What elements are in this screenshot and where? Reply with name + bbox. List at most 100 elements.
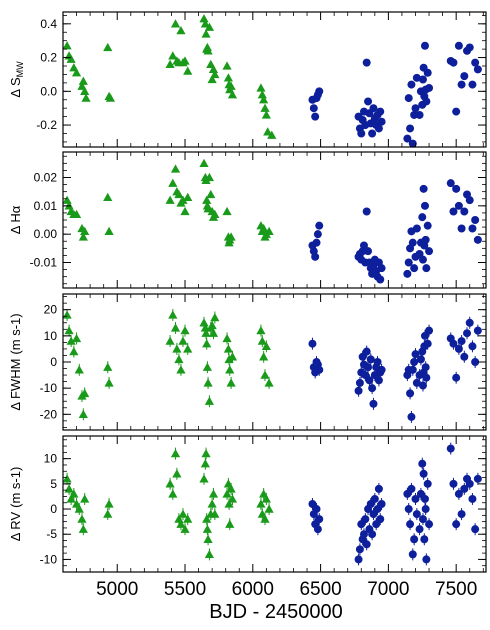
data-point-circle <box>446 179 455 188</box>
data-point-triangle <box>203 378 213 387</box>
data-point-circle <box>365 376 374 385</box>
data-point-triangle <box>66 336 76 345</box>
data-point-triangle <box>210 209 220 219</box>
data-point-circle <box>377 117 386 126</box>
data-point-circle <box>425 326 434 335</box>
data-point-triangle <box>210 312 220 322</box>
data-point-circle <box>362 58 371 67</box>
y-axis-title-unit: (m s-1) <box>8 313 23 354</box>
y-axis-title-subscript: MW <box>15 61 25 77</box>
data-point-triangle <box>62 310 72 319</box>
panel-fwhm: -20 -10 0 10 20 Δ FWHM (m s-1) <box>8 293 487 431</box>
data-point-triangle <box>183 514 193 523</box>
series-circle <box>308 41 482 148</box>
data-point-triangle <box>69 346 79 356</box>
data-point-triangle <box>206 189 216 199</box>
data-point-triangle <box>176 25 186 35</box>
y-axis-title-main: Δ RV <box>8 512 23 542</box>
data-point-triangle <box>204 396 215 405</box>
data-point-circle <box>373 358 382 366</box>
data-point-circle <box>420 41 429 50</box>
data-point-triangle <box>105 93 116 102</box>
y-tick-label: 0.0 <box>40 84 57 98</box>
data-point-circle <box>471 525 480 534</box>
data-point-circle <box>457 337 466 346</box>
y-tick-label: -10 <box>40 552 58 566</box>
y-axis-title: Δ Hα <box>8 205 23 234</box>
data-point-triangle <box>202 514 212 523</box>
y-axis-title: Δ FWHM (m s-1) <box>8 313 23 410</box>
data-point-triangle <box>174 189 184 199</box>
x-axis-title: BJD - 2450000 <box>209 601 342 623</box>
data-point-circle <box>377 500 386 508</box>
data-point-triangle <box>103 192 113 202</box>
data-point-triangle <box>80 388 90 398</box>
data-point-circle <box>404 258 413 267</box>
data-point-triangle <box>208 64 219 74</box>
data-point-circle <box>377 365 386 374</box>
y-tick-label: 0.2 <box>40 51 57 65</box>
y-tick-label: -5 <box>46 527 57 541</box>
data-point-circle <box>411 104 420 113</box>
data-point-circle <box>376 275 385 284</box>
data-point-circle <box>308 339 317 348</box>
data-point-circle <box>454 41 463 50</box>
data-point-triangle <box>71 209 82 219</box>
y-tick-label: 0 <box>50 355 57 369</box>
data-point-circle <box>421 363 430 372</box>
data-point-triangle <box>225 365 235 374</box>
data-point-triangle <box>165 336 175 345</box>
data-point-circle <box>420 201 429 210</box>
data-point-circle <box>465 196 474 205</box>
data-point-triangle <box>104 378 114 387</box>
data-point-triangle <box>202 339 212 348</box>
data-point-triangle <box>201 328 211 337</box>
data-point-circle <box>313 230 322 239</box>
data-point-circle <box>418 213 427 222</box>
y-tick-label: -20 <box>40 407 58 421</box>
data-point-triangle <box>165 479 175 488</box>
panel-frame <box>62 435 487 573</box>
data-point-circle <box>406 124 415 133</box>
data-point-triangle <box>78 409 88 418</box>
data-point-circle <box>423 339 432 348</box>
y-tick-label: 20 <box>44 303 58 317</box>
data-point-triangle <box>260 370 270 379</box>
x-tick-label: 5500 <box>164 579 206 600</box>
data-point-circle <box>355 545 364 554</box>
data-point-triangle <box>226 484 236 493</box>
panel-smw: -0.2 0.0 0.2 0.4 Δ SMW <box>8 11 487 148</box>
data-point-triangle <box>226 232 236 241</box>
data-point-triangle <box>201 29 211 38</box>
data-point-circle <box>368 129 377 138</box>
data-point-triangle <box>104 499 114 508</box>
data-point-triangle <box>104 226 114 236</box>
data-point-circle <box>403 269 412 278</box>
data-point-circle <box>411 350 420 359</box>
y-axis-title-main: Δ S <box>8 77 23 98</box>
data-point-circle <box>366 355 375 364</box>
data-point-circle <box>423 479 432 488</box>
data-point-circle <box>377 264 386 273</box>
data-point-triangle <box>64 484 74 493</box>
data-point-triangle <box>264 378 274 387</box>
data-point-triangle <box>78 76 88 85</box>
data-point-circle <box>452 184 461 193</box>
data-point-circle <box>460 352 469 361</box>
data-point-triangle <box>259 352 269 361</box>
data-point-triangle <box>180 206 190 216</box>
data-point-circle <box>418 515 427 524</box>
x-tick-label: 6000 <box>232 579 274 600</box>
data-point-triangle <box>172 469 182 478</box>
data-point-circle <box>311 112 320 121</box>
data-point-triangle <box>256 326 266 335</box>
data-point-triangle <box>64 326 74 335</box>
x-tick-labels: 5000 5500 6000 6500 7000 7500 <box>96 579 477 600</box>
data-point-circle <box>460 72 469 81</box>
data-point-circle <box>449 479 458 488</box>
data-point-circle <box>412 378 421 387</box>
data-point-circle <box>446 444 455 453</box>
data-point-triangle <box>199 14 209 23</box>
data-point-circle <box>452 107 461 116</box>
